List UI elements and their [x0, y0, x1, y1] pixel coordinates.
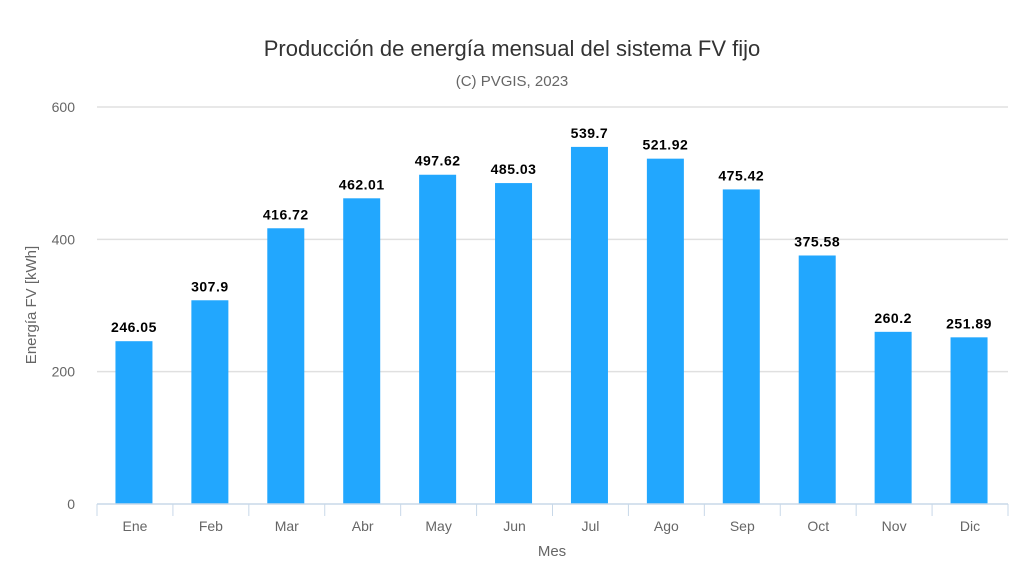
x-tick-label: Nov	[882, 518, 907, 534]
y-tick-label: 400	[52, 231, 76, 247]
x-tick-label: May	[425, 518, 451, 534]
data-label: 416.72	[263, 206, 309, 222]
bar-nov[interactable]	[874, 331, 912, 504]
x-tick-label: Abr	[352, 518, 374, 534]
bar-may[interactable]	[419, 174, 457, 504]
data-label: 462.01	[339, 176, 385, 192]
x-tick-label: Jul	[582, 518, 600, 534]
y-axis-label: Energía FV [kWh]	[23, 246, 40, 364]
x-tick-label: Sep	[730, 518, 755, 534]
data-label: 539.7	[571, 125, 609, 141]
bar-jul[interactable]	[570, 146, 608, 504]
x-axis-label: Mes	[538, 543, 566, 560]
x-tick-label: Oct	[807, 518, 829, 534]
bar-dic[interactable]	[950, 337, 988, 504]
y-tick-label: 0	[67, 496, 75, 512]
bar-oct[interactable]	[798, 255, 836, 504]
data-label: 375.58	[794, 233, 840, 249]
x-tick-label: Ene	[122, 518, 147, 534]
data-label: 260.2	[874, 310, 912, 326]
bar-feb[interactable]	[191, 300, 229, 504]
bar-ago[interactable]	[646, 158, 684, 504]
data-label: 307.9	[191, 278, 229, 294]
chart-subtitle: (C) PVGIS, 2023	[456, 73, 569, 90]
x-tick-label: Ago	[654, 518, 679, 534]
data-label: 521.92	[642, 137, 688, 153]
y-tick-label: 600	[52, 99, 76, 115]
bar-ene[interactable]	[115, 341, 153, 504]
y-tick-label: 200	[52, 364, 76, 380]
bar-jun[interactable]	[495, 183, 533, 504]
data-label: 251.89	[946, 315, 992, 331]
data-label: 485.03	[491, 161, 537, 177]
x-tick-label: Jun	[503, 518, 526, 534]
bar-sep[interactable]	[722, 189, 760, 505]
data-label: 246.05	[111, 319, 157, 335]
data-label: 497.62	[415, 153, 461, 169]
x-tick-label: Dic	[960, 518, 980, 534]
x-tick-label: Mar	[275, 518, 299, 534]
bar-abr[interactable]	[343, 198, 381, 504]
bar-mar[interactable]	[267, 228, 305, 504]
data-label: 475.42	[718, 167, 764, 183]
chart-title: Producción de energía mensual del sistem…	[264, 36, 760, 61]
x-tick-label: Feb	[199, 518, 223, 534]
